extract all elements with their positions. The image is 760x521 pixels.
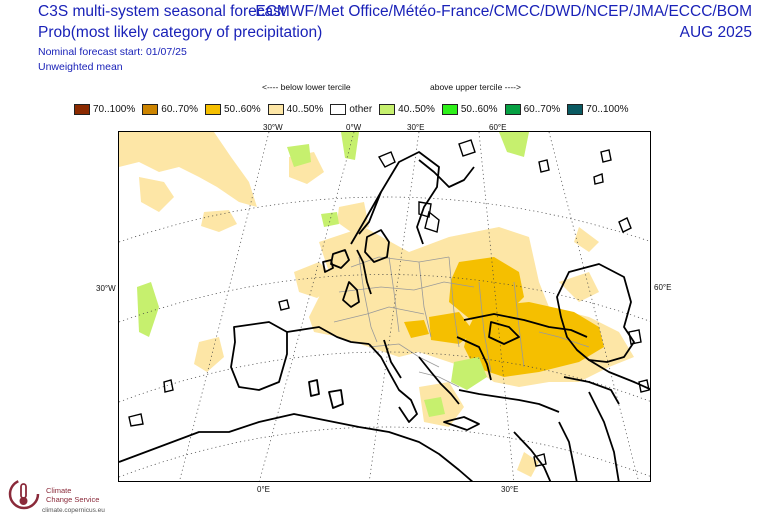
axis-label-top-0w: 0°W bbox=[346, 123, 362, 132]
legend-item: 60..70% bbox=[504, 103, 561, 115]
color-legend: 70..100% 60..70% 50..60% 40..50% other 40..50… bbox=[74, 101, 636, 117]
copernicus-logo-icon bbox=[8, 478, 40, 510]
models-label: ECMWF/Met Office/Météo-France/CMCC/DWD/N… bbox=[255, 3, 752, 20]
legend-item: 40..50% bbox=[379, 103, 435, 115]
legend-label: 50..60% bbox=[460, 103, 498, 115]
above-40-50-regions bbox=[137, 132, 529, 417]
legend-item: 70..100% bbox=[567, 103, 629, 115]
legend-item: 50..60% bbox=[204, 103, 261, 115]
legend-swatch bbox=[504, 103, 521, 115]
europe-map bbox=[119, 132, 650, 481]
axis-label-top-60e: 60°E bbox=[489, 123, 507, 132]
legend-swatch bbox=[330, 103, 347, 115]
legend-label: 50..60% bbox=[223, 103, 261, 115]
legend-label: 60..70% bbox=[161, 103, 198, 115]
map-subtitle: Prob(most likely category of precipitati… bbox=[38, 24, 323, 41]
axis-label-left-30w: 30°W bbox=[96, 284, 116, 293]
map-title: C3S multi-system seasonal forecast bbox=[38, 3, 286, 20]
legend-swatch bbox=[74, 103, 90, 115]
forecast-start-label: Nominal forecast start: 01/07/25 bbox=[38, 46, 187, 58]
legend-label: 70..100% bbox=[93, 103, 136, 115]
legend-swatch bbox=[379, 103, 396, 115]
legend-item: 70..100% bbox=[74, 103, 136, 115]
legend-swatch bbox=[142, 103, 159, 115]
legend-label: other bbox=[349, 103, 373, 115]
legend-item: other bbox=[330, 103, 373, 115]
legend-item: 50..60% bbox=[441, 103, 498, 115]
map-panel bbox=[118, 131, 651, 482]
coastlines bbox=[119, 151, 650, 481]
legend-label: 70..100% bbox=[586, 103, 629, 115]
legend-swatch bbox=[267, 103, 284, 115]
axis-label-bottom-0e: 0°E bbox=[257, 485, 270, 494]
legend-swatch bbox=[441, 103, 458, 115]
arctic-islands bbox=[128, 139, 650, 467]
legend-item: 40..50% bbox=[267, 103, 324, 115]
logo-name: Climate Change Service bbox=[46, 486, 99, 504]
axis-label-top-30w: 30°W bbox=[263, 123, 283, 132]
legend-label: 60..70% bbox=[523, 103, 561, 115]
legend-item: 60..70% bbox=[142, 103, 198, 115]
below-tercile-label: <---- below lower tercile bbox=[262, 82, 351, 92]
logo-url: climate.copernicus.eu bbox=[42, 507, 105, 514]
logo-name-line1: Climate bbox=[46, 486, 72, 495]
axis-label-right-60e: 60°E bbox=[654, 283, 672, 292]
weighting-label: Unweighted mean bbox=[38, 61, 123, 73]
legend-swatch bbox=[567, 103, 584, 115]
graticule bbox=[119, 132, 650, 481]
below-50-60-regions bbox=[404, 257, 604, 377]
legend-swatch bbox=[204, 103, 221, 115]
valid-month-label: AUG 2025 bbox=[679, 24, 752, 41]
axis-label-top-30e: 30°E bbox=[407, 123, 425, 132]
axis-label-bottom-30e: 30°E bbox=[501, 485, 519, 494]
legend-label: 40..50% bbox=[398, 103, 435, 115]
legend-label: 40..50% bbox=[286, 103, 324, 115]
country-borders bbox=[333, 256, 590, 388]
above-tercile-label: above upper tercile ----> bbox=[430, 82, 521, 92]
logo-name-line2: Change Service bbox=[46, 495, 100, 504]
